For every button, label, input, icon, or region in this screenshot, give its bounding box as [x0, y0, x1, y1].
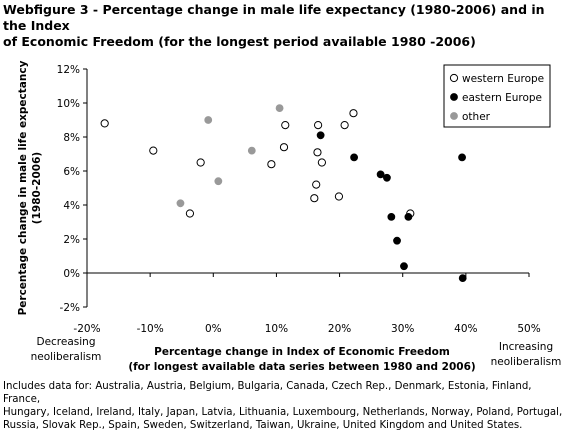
legend-marker — [450, 93, 458, 101]
data-point — [400, 262, 408, 271]
data-point — [387, 212, 396, 221]
legend-label: western Europe — [462, 73, 544, 85]
x-tick-label: 30% — [391, 323, 414, 335]
data-point — [281, 121, 290, 130]
y-axis-title-line: (1980-2006) — [31, 152, 43, 224]
plot-area: -2% 0% 2% 4% 6% 8% 10% 12% -20% -10% 0% 10% 20% 30% 40… — [17, 60, 561, 373]
data-point — [149, 146, 158, 155]
x-axis-title: (for longest available data series betwe… — [128, 361, 475, 373]
y-tick-label: 0% — [63, 268, 80, 280]
x-tick-label: 50% — [517, 323, 540, 335]
data-point — [350, 153, 358, 162]
y-tick-label: -2% — [60, 302, 80, 314]
data-point — [204, 116, 213, 124]
y-tick-label: 8% — [63, 132, 80, 144]
data-point — [267, 160, 276, 169]
data-point — [185, 209, 195, 218]
data-point — [383, 173, 391, 182]
footnote: Includes data for: Australia, Austria, B… — [3, 380, 565, 432]
data-point — [340, 121, 349, 130]
data-point — [404, 212, 413, 221]
data-point — [458, 274, 467, 282]
data-point — [310, 194, 319, 203]
data-point — [314, 121, 323, 130]
data-point — [247, 146, 256, 155]
data-point — [376, 170, 385, 179]
figure-title-line: Webfigure 3 - Percentage change in male … — [3, 2, 545, 33]
data-point — [176, 199, 185, 208]
y-tick-label: 2% — [63, 234, 80, 246]
left-annotation: Decreasing — [36, 336, 95, 348]
data-point — [316, 131, 325, 140]
data-point — [279, 143, 289, 152]
y-tick-label: 12% — [57, 64, 80, 76]
legend-marker — [449, 73, 459, 83]
x-tick-label: 0% — [205, 323, 222, 335]
y-tick-label: 6% — [63, 166, 80, 178]
x-tick-label: 10% — [265, 323, 288, 335]
data-point — [313, 148, 322, 157]
legend-label: other — [462, 111, 491, 123]
y-tick-label: 10% — [57, 98, 80, 110]
scatter-chart: -2% 0% 2% 4% 6% 8% 10% 12% -20% -10% 0% 10% 20% 30% 40… — [17, 60, 561, 373]
data-point — [317, 158, 326, 167]
data-point — [393, 236, 401, 245]
data-point — [196, 158, 205, 167]
x-tick-label: 40% — [454, 323, 477, 335]
data-point — [458, 153, 466, 162]
legend-marker — [450, 112, 458, 120]
footnote-line: Includes data for: Australia, Austria, B… — [3, 381, 532, 405]
x-tick-label: 20% — [328, 323, 351, 335]
data-point — [334, 192, 344, 201]
x-tick-label: -10% — [137, 323, 164, 335]
footnote-line: Russia, Slovak Rep., Spain, Sweden, Swit… — [3, 420, 523, 431]
x-axis-title: Percentage change in Index of Economic F… — [154, 346, 450, 358]
right-annotation: Increasing — [499, 341, 553, 353]
data-point — [349, 109, 358, 118]
right-annotation: neoliberalism — [491, 356, 562, 368]
y-axis-title-line: Percentage change in male life expectanc… — [17, 60, 29, 315]
left-annotation: neoliberalism — [31, 351, 102, 363]
figure-title-line: of Economic Freedom (for the longest per… — [3, 34, 476, 49]
legend-box — [443, 64, 551, 128]
figure-title: Webfigure 3 - Percentage change in male … — [3, 2, 563, 50]
data-point — [312, 180, 321, 189]
footnote-line: Hungary, Iceland, Ireland, Italy, Japan,… — [3, 407, 563, 418]
legend-label: eastern Europe — [462, 92, 542, 104]
y-tick-label: 4% — [63, 200, 80, 212]
x-tick-label: -20% — [73, 323, 100, 335]
y-axis-title: Percentage change in male life expectanc… — [17, 60, 43, 315]
data-point — [214, 177, 223, 186]
data-point — [100, 119, 109, 128]
data-point — [275, 104, 284, 112]
legend: western Europe eastern Europe other — [443, 64, 551, 128]
